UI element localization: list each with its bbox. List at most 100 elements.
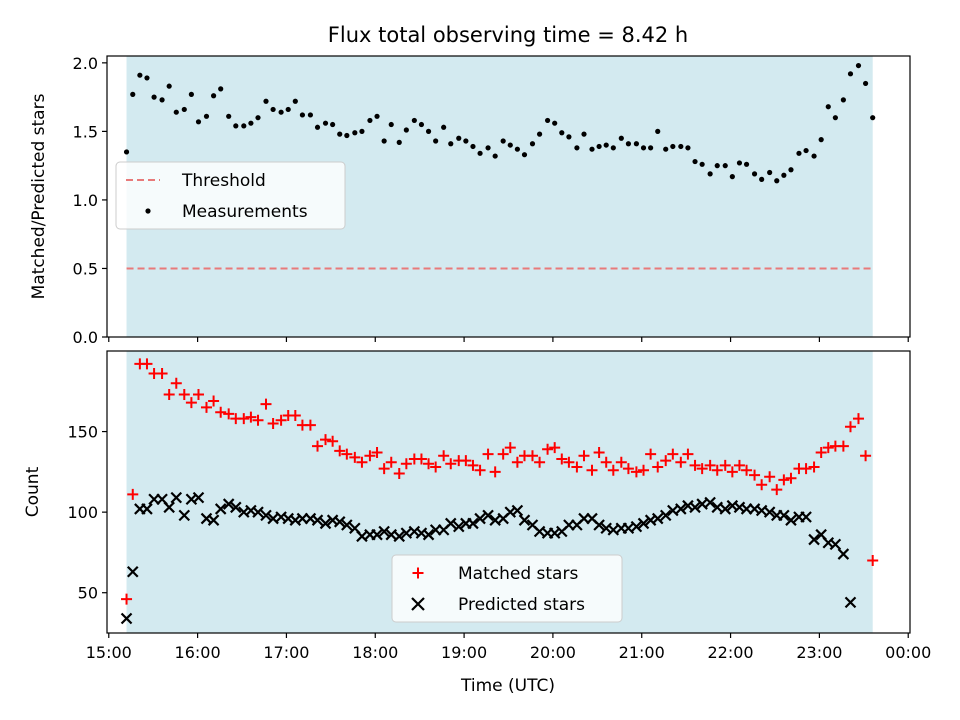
data-point [618,135,624,141]
data-point [482,509,494,522]
data-point [648,145,654,151]
data-point [586,464,598,476]
data-point [670,143,676,150]
data-point [610,145,616,151]
data-point [403,127,409,133]
data-point [593,447,605,459]
data-point [381,138,387,144]
data-point [811,153,817,159]
data-point [837,548,850,560]
y-tick-label: 1.5 [73,122,98,141]
data-point [218,86,224,92]
data-point [571,461,583,473]
data-point [433,138,439,144]
data-point [292,98,298,104]
data-point [800,463,812,475]
data-point [847,71,854,77]
data-point [341,519,353,531]
data-point [141,358,153,370]
data-point [352,130,358,136]
y-tick-label: 2.0 [73,54,98,73]
data-point [374,113,380,119]
data-point [719,459,731,471]
data-point [444,517,457,530]
data-point [860,450,872,462]
data-point [299,112,306,118]
data-point [252,414,264,426]
data-point [130,91,136,97]
data-point [763,506,776,518]
data-point [534,456,546,468]
data-point [312,440,324,452]
data-point [743,161,750,167]
legend-box [391,554,623,623]
data-point [263,98,269,104]
data-point [726,466,738,478]
data-point [314,124,321,130]
y-tick-label: 1.0 [73,191,98,210]
y-tick-label: 0.0 [73,328,98,347]
data-point [278,109,284,115]
data-point [422,528,435,541]
data-point [778,509,790,522]
data-point [255,115,261,121]
data-point [637,517,650,530]
x-tick-label: 19:00 [441,643,487,662]
data-point [200,401,212,413]
data-point [759,176,765,182]
x-tick-label: 22:00 [708,643,754,662]
data-point [589,146,595,152]
data-point [163,389,175,401]
data-point [385,456,397,468]
data-point [733,459,745,471]
data-point [192,389,204,401]
data-point [771,484,783,496]
data-point [751,171,758,177]
top-series-measurements [123,62,876,184]
data-point [178,389,190,401]
data-point [704,459,716,471]
data-point [633,141,640,147]
data-point [460,455,472,467]
data-point [785,472,797,484]
bottom-panel-count-plot: 50 100 150 15:00 16:00 17:00 18:00 19:00 20:00 21… [23,350,931,662]
data-point [320,434,332,446]
data-point [359,128,365,134]
data-point [233,123,239,129]
data-point [238,413,250,425]
data-point [230,501,242,514]
bottom-axes-frame [106,350,911,634]
data-point [304,419,316,431]
data-point [756,479,768,491]
data-point [223,408,235,420]
data-point [774,178,780,184]
data-point [714,163,720,169]
data-point [689,459,701,471]
data-point [467,517,479,530]
x-axis-label: Time (UTC) [460,676,555,696]
data-point [552,120,558,126]
x-tick-label: 18:00 [352,643,398,662]
data-point [542,443,554,455]
data-point [456,135,462,141]
data-point [159,97,165,103]
data-point [630,466,642,478]
data-point [651,512,664,525]
data-point [645,448,657,460]
data-point [518,514,531,526]
data-point [719,503,732,515]
data-point [544,117,551,124]
data-point [333,516,346,528]
data-point [378,525,390,538]
data-point [659,509,672,522]
data-point [489,466,501,478]
data-point [660,455,672,467]
y-tick-label: 100 [67,503,98,522]
data-point [832,115,838,121]
data-point [470,143,476,150]
x-tick-label: 21:00 [619,643,665,662]
data-point [388,121,394,128]
data-point [215,406,227,418]
data-point [208,395,220,407]
top-panel-ratio-plot: 0.0 0.5 1.0 1.5 2.0 Matched/Predicted stars Th… [29,54,911,347]
